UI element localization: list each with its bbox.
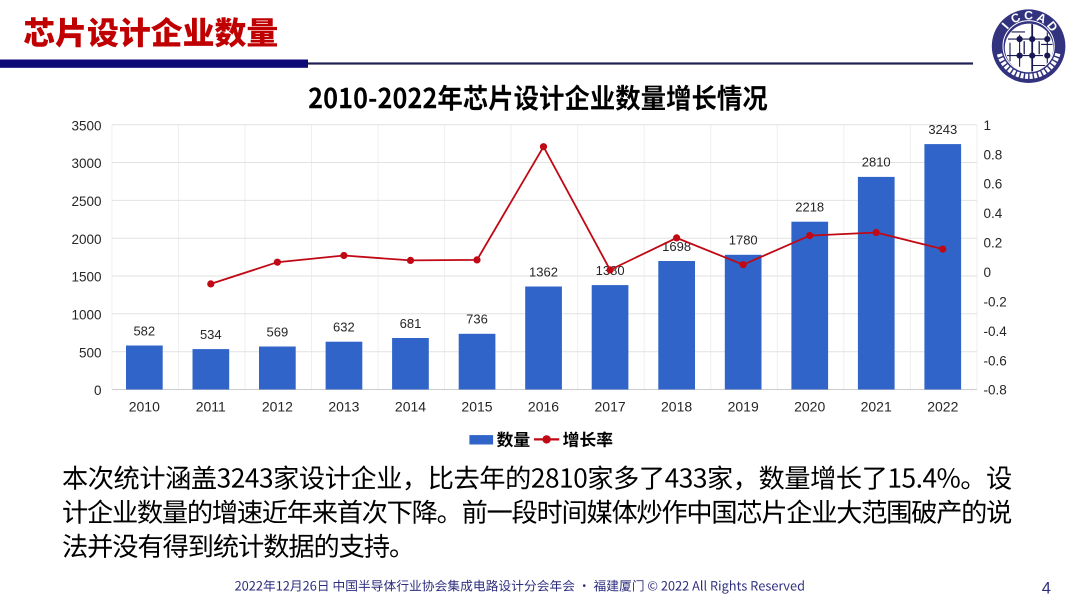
- svg-text:I: I: [999, 20, 1012, 32]
- svg-text:-0.2: -0.2: [984, 294, 1007, 309]
- svg-text:1362: 1362: [529, 264, 558, 279]
- svg-text:-0.4: -0.4: [984, 324, 1008, 339]
- svg-text:2015: 2015: [461, 399, 492, 415]
- svg-text:1698: 1698: [662, 239, 691, 254]
- svg-text:736: 736: [466, 312, 488, 327]
- svg-text:2022: 2022: [927, 399, 958, 415]
- svg-text:582: 582: [133, 323, 155, 338]
- svg-text:632: 632: [333, 320, 355, 335]
- svg-text:1780: 1780: [729, 233, 758, 248]
- svg-text:0.6: 0.6: [984, 177, 1003, 192]
- svg-text:1500: 1500: [71, 270, 101, 285]
- svg-text:3243: 3243: [928, 122, 957, 137]
- svg-text:681: 681: [400, 316, 422, 331]
- svg-text:2013: 2013: [328, 399, 359, 415]
- svg-text:-0.6: -0.6: [984, 353, 1007, 368]
- svg-text:0.4: 0.4: [984, 206, 1003, 221]
- svg-text:2500: 2500: [71, 194, 101, 209]
- svg-text:0: 0: [94, 383, 102, 398]
- svg-text:2810: 2810: [862, 155, 891, 170]
- svg-text:-0.8: -0.8: [984, 383, 1007, 398]
- svg-text:569: 569: [267, 324, 289, 339]
- svg-text:2020: 2020: [794, 399, 825, 415]
- svg-text:1: 1: [984, 118, 992, 133]
- svg-text:2014: 2014: [395, 399, 426, 415]
- svg-text:2218: 2218: [795, 200, 824, 215]
- svg-text:1000: 1000: [71, 307, 101, 322]
- svg-text:2019: 2019: [728, 399, 759, 415]
- svg-text:2000: 2000: [71, 232, 101, 247]
- svg-text:C: C: [1024, 8, 1033, 22]
- svg-text:3000: 3000: [71, 156, 101, 171]
- svg-text:2016: 2016: [528, 399, 559, 415]
- svg-text:3500: 3500: [71, 118, 101, 133]
- svg-text:2010: 2010: [129, 399, 160, 415]
- svg-text:0: 0: [984, 265, 992, 280]
- svg-text:2017: 2017: [595, 399, 626, 415]
- svg-text:2012: 2012: [262, 399, 293, 415]
- svg-text:500: 500: [79, 345, 102, 360]
- svg-text:2021: 2021: [861, 399, 892, 415]
- svg-text:2018: 2018: [661, 399, 692, 415]
- svg-text:534: 534: [200, 327, 222, 342]
- svg-text:0.8: 0.8: [984, 147, 1003, 162]
- svg-text:0.2: 0.2: [984, 236, 1003, 251]
- svg-text:4: 4: [1042, 580, 1051, 598]
- svg-text:2011: 2011: [196, 399, 226, 415]
